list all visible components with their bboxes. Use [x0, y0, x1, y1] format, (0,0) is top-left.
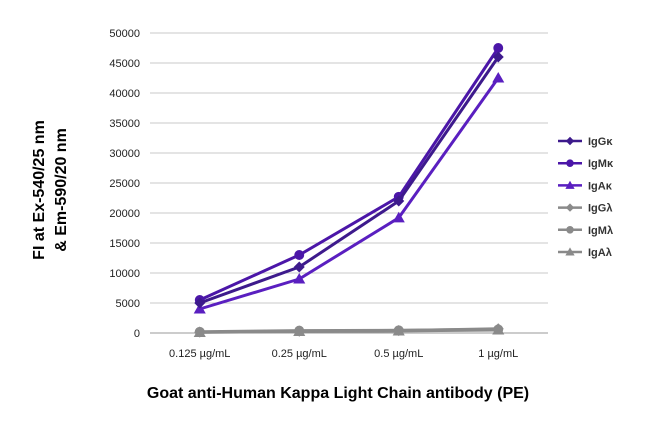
data-point: [293, 325, 305, 337]
legend-marker: [566, 159, 574, 167]
y-axis-title-line-1: FI at Ex-540/25 nm: [31, 120, 48, 260]
legend-marker: [565, 180, 575, 189]
data-point: [393, 325, 405, 337]
data-point: [492, 323, 504, 335]
data-point: [493, 43, 504, 53]
legend: IgGκ IgMκ IgAκ IgGλ IgMλ IgAλ: [558, 136, 614, 259]
y-tick-label: 5000: [116, 298, 140, 310]
grid-lines: [150, 32, 548, 304]
legend-marker: [565, 247, 575, 256]
legend-marker: [566, 226, 574, 234]
legend-label: IgGλ: [588, 203, 612, 215]
data-point: [393, 195, 405, 207]
x-tick-label: 0.25 µg/mL: [272, 348, 327, 360]
series-line: [199, 77, 500, 311]
y-tick-label: 30000: [109, 148, 140, 160]
y-axis-title-line-2: & Em-590/20 nm: [53, 128, 70, 252]
legend-entry: IgGκ: [558, 136, 613, 148]
legend-label: IgAκ: [588, 180, 613, 192]
data-point: [194, 326, 206, 338]
y-tick-label: 50000: [109, 28, 140, 40]
legend-entry: IgMλ: [558, 225, 613, 237]
series-group: [193, 43, 505, 338]
x-tick-label: 0.125 µg/mL: [169, 348, 230, 360]
data-point: [492, 51, 504, 63]
y-tick-label: 35000: [109, 118, 140, 130]
y-tick-label: 20000: [109, 208, 140, 220]
y-axis-ticks: 0 5000 10000 15000 20000 25000 30000 35000 40000…: [109, 28, 140, 340]
legend-entry: IgAλ: [558, 247, 612, 259]
legend-entry: IgMκ: [558, 158, 614, 170]
legend-label: IgAλ: [588, 247, 612, 259]
legend-entry: IgAκ: [558, 180, 613, 192]
legend-label: IgGκ: [588, 136, 613, 148]
series-0: [194, 51, 504, 309]
x-axis-title: Goat anti-Human Kappa Light Chain antibo…: [147, 385, 529, 402]
legend-marker: [565, 136, 575, 146]
data-point: [294, 250, 305, 260]
series-3: [194, 323, 504, 338]
y-tick-label: 15000: [109, 238, 140, 250]
legend-entry: IgGλ: [558, 203, 612, 215]
y-tick-label: 0: [134, 328, 140, 340]
series-line: [199, 47, 500, 302]
data-point: [293, 261, 305, 273]
x-tick-label: 0.5 µg/mL: [374, 348, 423, 360]
y-tick-label: 25000: [109, 178, 140, 190]
legend-marker: [565, 203, 575, 212]
x-tick-label: 1 µg/mL: [478, 348, 518, 360]
x-axis-ticks: 0.125 µg/mL 0.25 µg/mL 0.5 µg/mL 1 µg/mL: [169, 348, 518, 360]
series-line: [199, 56, 500, 305]
legend-label: IgMλ: [588, 225, 613, 237]
data-point: [293, 272, 306, 284]
y-tick-label: 10000: [109, 268, 140, 280]
series-1: [194, 43, 504, 305]
data-point: [392, 211, 405, 223]
data-point: [492, 71, 505, 83]
legend-label: IgMκ: [588, 158, 614, 170]
series-line: [199, 327, 499, 334]
y-tick-label: 40000: [109, 88, 140, 100]
y-tick-label: 45000: [109, 58, 140, 70]
data-point: [194, 297, 206, 309]
